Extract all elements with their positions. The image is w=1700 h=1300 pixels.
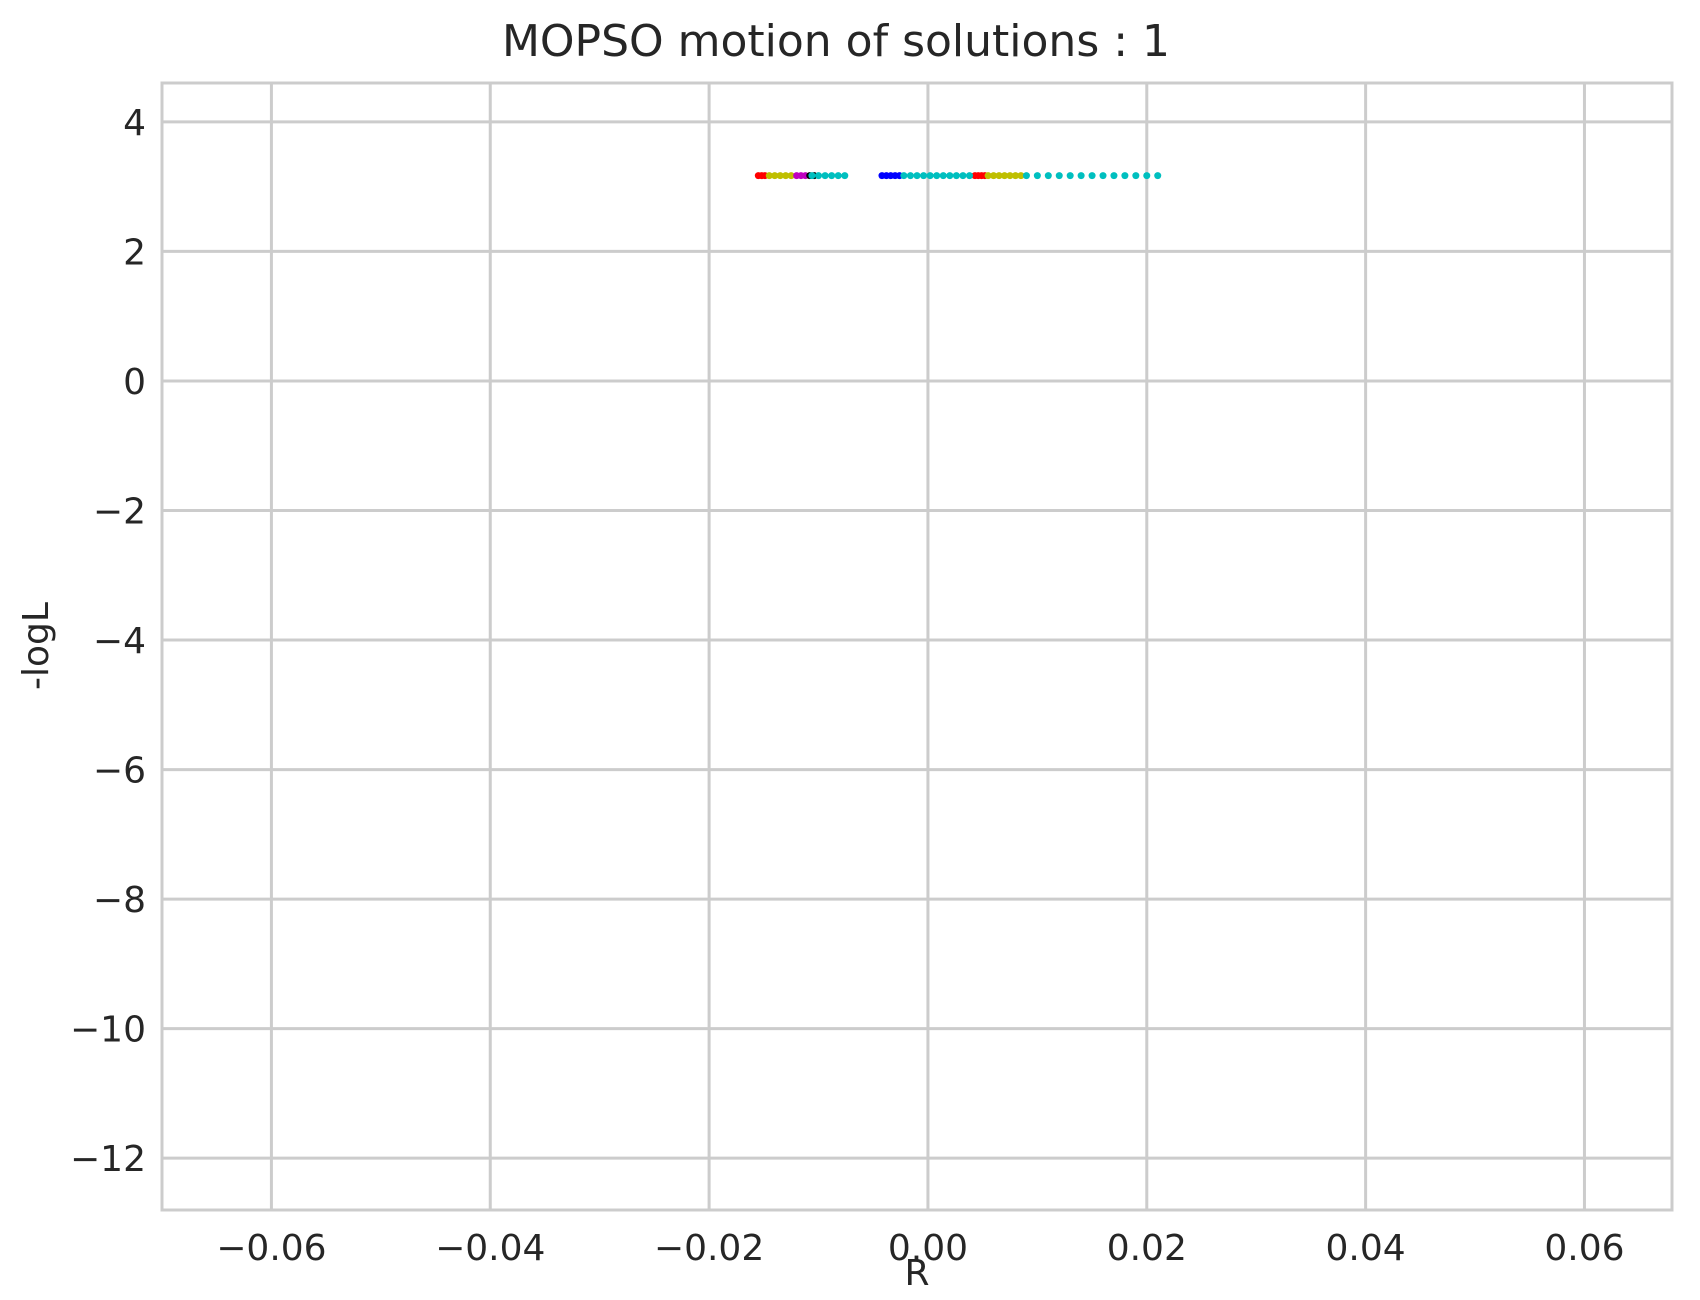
data-point: [787, 172, 795, 180]
grid: [162, 83, 1672, 1210]
y-tick-label: 4: [123, 103, 146, 144]
data-point: [1044, 172, 1052, 180]
data-point: [900, 172, 908, 180]
data-point: [828, 172, 836, 180]
x-tick-label: 0.04: [1326, 1228, 1406, 1269]
x-tick-label: −0.02: [654, 1228, 764, 1269]
series-4: [878, 172, 903, 180]
data-point: [913, 172, 921, 180]
series-1: [765, 172, 1025, 180]
x-tick-label: 0.02: [1107, 1228, 1187, 1269]
data-point: [1099, 172, 1107, 180]
plot-frame: [160, 81, 1674, 1212]
data-point: [1077, 172, 1085, 180]
y-tick-label: −2: [93, 491, 146, 532]
chart-title: MOPSO motion of solutions : 1: [502, 16, 1170, 67]
data-point: [834, 172, 842, 180]
y-tick-label: −10: [70, 1010, 146, 1051]
data-point: [765, 172, 773, 180]
y-tick-label: −12: [70, 1139, 146, 1180]
data-point: [920, 172, 928, 180]
y-tick-label: 0: [123, 362, 146, 403]
data-point: [1011, 172, 1019, 180]
data-point: [808, 172, 816, 180]
data-point: [966, 172, 974, 180]
y-tick-labels: 4 2 0 −2 −4 −6 −8 −10 −12: [70, 103, 146, 1180]
data-point: [815, 172, 823, 180]
data-point: [1006, 172, 1014, 180]
data-point: [1022, 172, 1030, 180]
x-tick-label: 0.00: [888, 1228, 968, 1269]
data-point: [1033, 172, 1041, 180]
data-point: [1143, 172, 1151, 180]
x-tick-label: −0.04: [435, 1228, 545, 1269]
data-point: [1121, 172, 1129, 180]
data-point: [933, 172, 941, 180]
data-point: [952, 172, 960, 180]
data-point: [771, 172, 779, 180]
data-point: [782, 172, 790, 180]
data-point: [990, 172, 998, 180]
data-point: [1066, 172, 1074, 180]
x-tick-label: 0.06: [1544, 1228, 1624, 1269]
data-point: [776, 172, 784, 180]
data-point: [1055, 172, 1063, 180]
y-tick-label: 2: [123, 232, 146, 273]
data-points: [754, 172, 1162, 180]
data-point: [841, 172, 849, 180]
y-tick-label: −4: [93, 621, 146, 662]
y-tick-label: −6: [93, 751, 146, 792]
x-axis-label: R: [904, 1253, 929, 1294]
data-point: [906, 172, 914, 180]
data-point: [1017, 172, 1025, 180]
y-tick-label: −8: [93, 880, 146, 921]
data-point: [1088, 172, 1096, 180]
data-point: [926, 172, 934, 180]
x-tick-label: −0.06: [216, 1228, 326, 1269]
data-point: [959, 172, 967, 180]
data-point: [1001, 172, 1009, 180]
data-point: [1132, 172, 1140, 180]
data-point: [995, 172, 1003, 180]
data-point: [821, 172, 829, 180]
data-point: [984, 172, 992, 180]
x-tick-labels: −0.06 −0.04 −0.02 0.00 0.02 0.04 0.06: [216, 1228, 1624, 1269]
data-point: [1154, 172, 1162, 180]
data-point: [946, 172, 954, 180]
series-5: [808, 172, 1162, 180]
data-point: [939, 172, 947, 180]
data-point: [1110, 172, 1118, 180]
y-axis-label: -logL: [16, 602, 57, 690]
